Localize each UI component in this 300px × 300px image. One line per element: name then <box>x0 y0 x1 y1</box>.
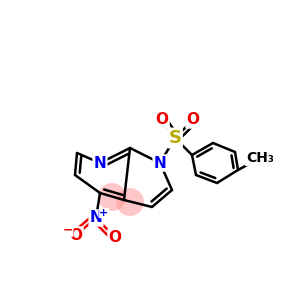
Circle shape <box>98 183 126 211</box>
Text: S: S <box>169 129 182 147</box>
Text: O: O <box>70 227 83 242</box>
Text: N: N <box>94 155 106 170</box>
Text: +: + <box>99 208 109 218</box>
Text: O: O <box>109 230 122 244</box>
Text: N: N <box>90 211 102 226</box>
Text: CH₃: CH₃ <box>246 151 274 165</box>
Text: O: O <box>187 112 200 128</box>
Text: −: − <box>63 224 73 236</box>
Circle shape <box>116 188 144 216</box>
Text: N: N <box>154 155 166 170</box>
Text: O: O <box>155 112 169 128</box>
